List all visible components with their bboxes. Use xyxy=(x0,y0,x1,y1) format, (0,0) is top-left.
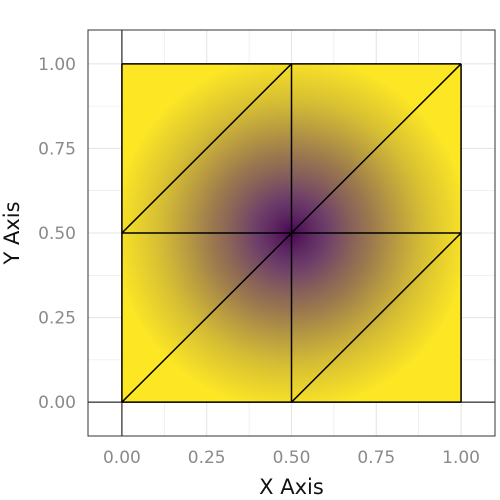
y-tick-label: 0.50 xyxy=(38,224,76,244)
x-tick-label: 0.25 xyxy=(188,448,226,468)
x-axis-title: X Axis xyxy=(259,475,324,499)
y-axis-title: Y Axis xyxy=(0,201,24,265)
y-tick-label: 0.75 xyxy=(38,139,76,159)
x-tick-label: 0.50 xyxy=(273,448,311,468)
x-tick-label: 0.00 xyxy=(103,448,141,468)
x-tick-label: 0.75 xyxy=(357,448,395,468)
y-tick-label: 1.00 xyxy=(38,55,76,75)
y-tick-label: 0.25 xyxy=(38,309,76,329)
x-tick-label: 1.00 xyxy=(442,448,480,468)
y-tick-label: 0.00 xyxy=(38,393,76,413)
